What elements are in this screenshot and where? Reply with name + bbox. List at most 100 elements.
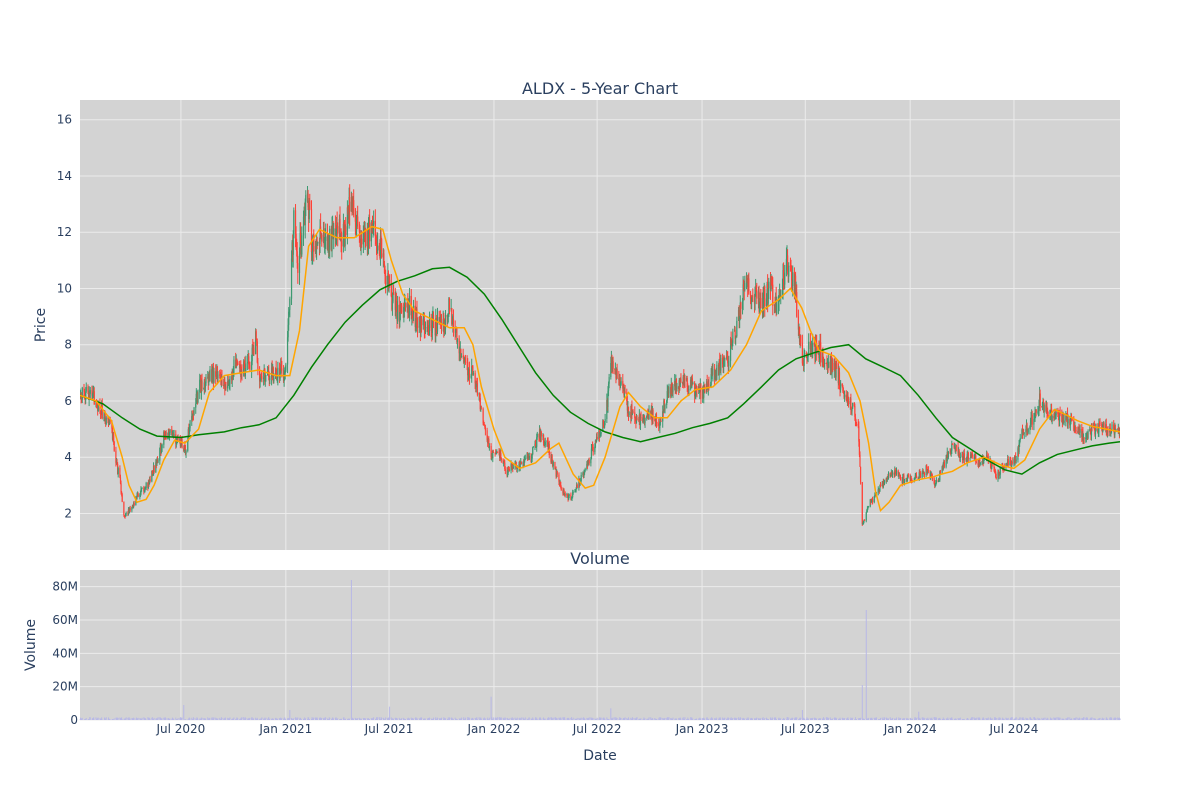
volume-bar	[686, 719, 688, 720]
volume-bar	[708, 718, 710, 720]
volume-bar	[180, 717, 182, 720]
volume-bar	[548, 717, 550, 720]
candle-down	[104, 411, 106, 419]
candle-down	[295, 233, 297, 247]
volume-bar	[112, 719, 113, 720]
volume-bar	[316, 717, 318, 720]
candle-down	[359, 232, 361, 243]
volume-bar	[180, 717, 182, 720]
volume-bar	[863, 718, 865, 720]
volume-bars	[79, 580, 1121, 720]
volume-bar	[432, 718, 434, 720]
volume-bar	[299, 717, 301, 720]
volume-bar	[1018, 719, 1020, 720]
candle-up	[1009, 460, 1011, 466]
candle-up	[372, 224, 374, 233]
candle-up	[144, 488, 147, 489]
volume-bar	[750, 717, 752, 720]
candle-down	[861, 482, 863, 525]
candle-up	[714, 374, 716, 380]
candle-up	[639, 417, 642, 425]
candle-up	[974, 457, 976, 459]
volume-bar	[217, 718, 219, 720]
volume-bar	[563, 717, 565, 720]
candle-up	[1051, 416, 1053, 422]
candle-down	[336, 224, 338, 227]
volume-bar	[847, 717, 849, 720]
candle-up	[979, 462, 981, 465]
candle-down	[345, 226, 347, 235]
volume-bar	[403, 718, 405, 720]
volume-bar	[233, 717, 235, 720]
volume-axis-label: Volume	[23, 619, 39, 671]
volume-bar	[1106, 719, 1108, 720]
candle-down	[468, 369, 471, 378]
volume-bar	[683, 719, 685, 720]
volume-bar	[616, 718, 618, 720]
candle-up	[765, 298, 768, 307]
volume-bar	[1069, 718, 1071, 720]
volume-bar	[211, 717, 213, 720]
volume-bar	[145, 719, 147, 720]
volume-bar	[660, 717, 662, 720]
volume-bar	[670, 718, 672, 720]
candle-up	[229, 376, 231, 385]
volume-bar	[913, 719, 915, 720]
candle-up	[467, 374, 469, 376]
volume-bar	[303, 718, 305, 720]
volume-bar	[96, 719, 98, 720]
volume-bar	[482, 719, 484, 720]
volume-bar	[515, 718, 517, 720]
volume-bar	[442, 719, 444, 720]
volume-bar	[187, 719, 189, 720]
volume-bar	[80, 717, 82, 720]
volume-bar	[532, 717, 534, 720]
volume-bar	[684, 717, 686, 720]
candle-down	[993, 467, 996, 470]
volume-bar	[827, 718, 829, 720]
volume-bar	[284, 718, 286, 720]
candle-up	[1111, 424, 1113, 431]
candle-up	[171, 433, 173, 436]
candle-up	[314, 246, 317, 252]
candle-up	[144, 488, 146, 492]
candle-up	[739, 302, 741, 318]
volume-bar	[416, 717, 418, 720]
volume-bar	[666, 717, 668, 720]
volume-bar	[203, 718, 205, 720]
volume-bar	[864, 719, 866, 720]
volume-bar	[1059, 717, 1061, 720]
candle-up	[1097, 432, 1099, 434]
volume-bar	[366, 718, 368, 720]
volume-bar	[159, 717, 161, 720]
volume-bar	[257, 718, 259, 720]
candle-down	[847, 400, 850, 405]
volume-bar	[520, 718, 522, 720]
candle-up	[607, 390, 609, 407]
volume-bar	[631, 718, 633, 720]
volume-bar	[588, 718, 590, 720]
candle-down	[823, 361, 825, 364]
volume-bar	[779, 718, 781, 720]
volume-bar	[292, 718, 294, 720]
volume-bar	[255, 717, 257, 720]
candle-down	[813, 342, 815, 346]
volume-bar	[447, 718, 449, 720]
volume-bar	[303, 718, 305, 720]
price-tick-label: 8	[64, 338, 72, 352]
candle-down	[842, 391, 845, 393]
candle-down	[894, 469, 896, 474]
volume-bar	[340, 719, 342, 720]
volume-bar	[283, 719, 285, 720]
volume-bar	[620, 717, 622, 720]
volume-bar	[544, 718, 546, 720]
volume-bar	[892, 717, 893, 720]
volume-bar	[970, 718, 972, 720]
candle-down	[627, 406, 630, 416]
candle-down	[219, 375, 221, 377]
candle-down	[975, 455, 977, 462]
volume-bar	[946, 719, 948, 720]
volume-bar	[151, 717, 153, 720]
volume-bar	[767, 718, 769, 720]
volume-bar	[1027, 719, 1029, 720]
